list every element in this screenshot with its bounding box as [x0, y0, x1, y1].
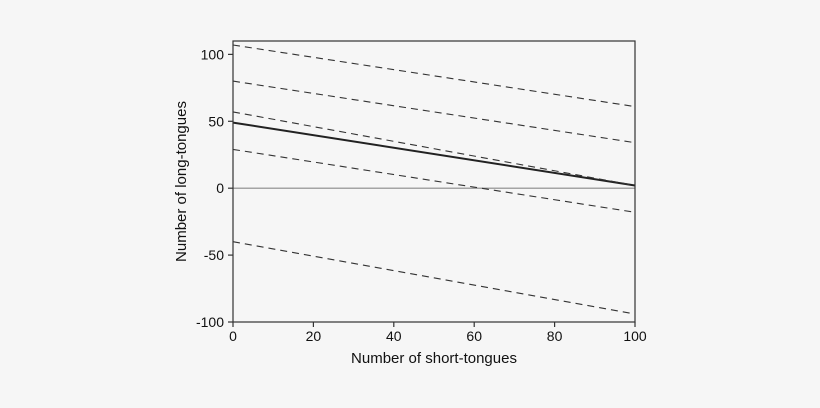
- x-tick-label: 100: [623, 328, 647, 344]
- y-axis-title: Number of long-tongues: [173, 101, 190, 262]
- plot-frame: [232, 40, 636, 323]
- series-line-4: [232, 111, 636, 187]
- x-tick-label: 0: [229, 328, 237, 344]
- series-line-6: [232, 241, 636, 315]
- series-line-3: [232, 80, 636, 144]
- y-tick-label: 100: [201, 46, 225, 62]
- plot-area: 0 20 40 60 80 100 -100 -50 0 50 100: [196, 40, 647, 344]
- series-line-5: [232, 148, 636, 213]
- x-tick-label: 60: [466, 328, 482, 344]
- x-axis-title: Number of short-tongues: [351, 350, 517, 367]
- x-tick-label: 80: [547, 328, 563, 344]
- y-tick-label: -100: [196, 314, 224, 330]
- x-tick-label: 40: [386, 328, 402, 344]
- y-tick-label: 0: [216, 180, 224, 196]
- x-tick-label: 20: [306, 328, 322, 344]
- series-line-1: [232, 121, 636, 187]
- y-tick-label: -50: [204, 247, 224, 263]
- y-tick-label: 50: [208, 113, 224, 129]
- series-line-2: [232, 44, 636, 108]
